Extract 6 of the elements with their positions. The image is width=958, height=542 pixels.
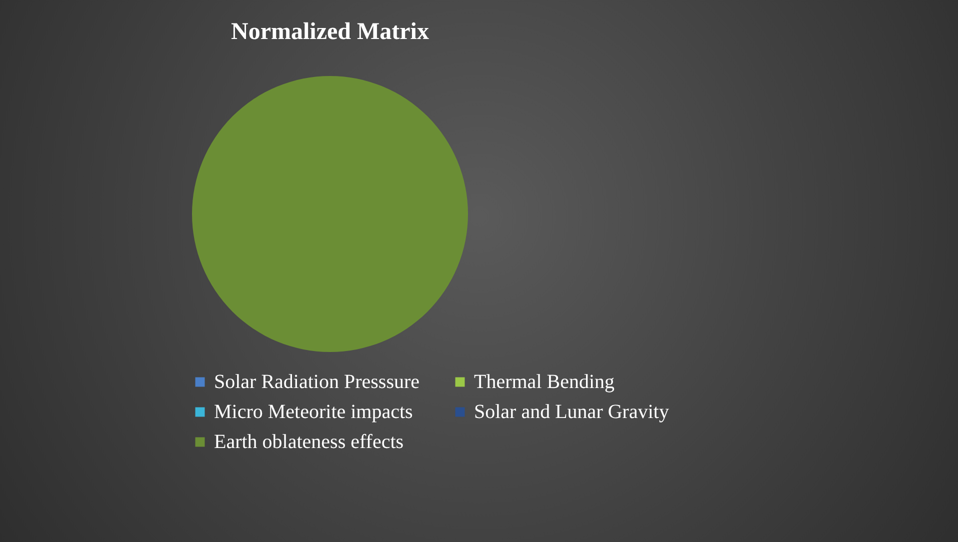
legend-label: Micro Meteorite impacts: [214, 401, 414, 423]
legend-label: Solar and Lunar Gravity: [474, 401, 669, 423]
chart-title: Normalized Matrix: [231, 19, 429, 45]
legend-label: Solar Radiation Presssure: [214, 371, 420, 393]
legend-label: Earth oblateness effects: [214, 431, 404, 453]
legend-label: Thermal Bending: [474, 371, 615, 393]
